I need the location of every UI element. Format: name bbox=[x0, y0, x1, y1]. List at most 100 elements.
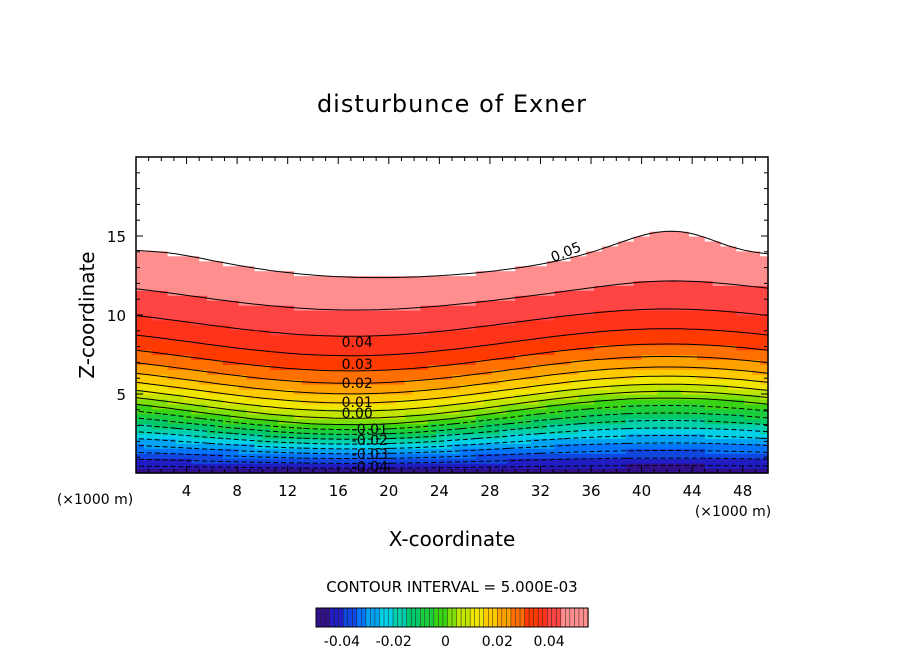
field-cell bbox=[136, 176, 145, 183]
field-cell bbox=[207, 201, 216, 207]
field-cell bbox=[159, 354, 169, 361]
field-cell bbox=[531, 394, 540, 400]
field-cell bbox=[317, 389, 327, 395]
field-cell bbox=[396, 369, 406, 375]
field-cell bbox=[633, 206, 643, 212]
field-cell bbox=[610, 374, 619, 380]
field-cell bbox=[254, 196, 263, 203]
field-cell bbox=[689, 433, 698, 440]
field-cell bbox=[475, 394, 485, 400]
field-cell bbox=[704, 265, 714, 272]
field-cell bbox=[452, 423, 461, 430]
field-cell bbox=[610, 384, 619, 390]
field-cell bbox=[475, 186, 485, 193]
field-cell bbox=[610, 245, 619, 252]
field-cell bbox=[404, 206, 414, 212]
field-cell bbox=[554, 201, 564, 207]
field-cell bbox=[689, 423, 698, 430]
field-cell bbox=[341, 379, 350, 385]
field-cell bbox=[499, 231, 508, 237]
field-cell bbox=[199, 157, 208, 163]
field-cell bbox=[483, 166, 493, 173]
field-cell bbox=[286, 250, 295, 257]
field-cell bbox=[388, 458, 398, 464]
field-cell bbox=[159, 300, 169, 306]
field-cell bbox=[278, 191, 287, 198]
field-cell bbox=[625, 206, 635, 212]
field-cell bbox=[238, 468, 248, 474]
field-cell bbox=[562, 443, 572, 449]
field-cell bbox=[452, 176, 461, 183]
field-cell bbox=[215, 354, 224, 361]
field-cell bbox=[610, 275, 619, 282]
field-cell bbox=[151, 310, 161, 316]
field-cell bbox=[278, 334, 287, 341]
field-cell bbox=[436, 369, 445, 375]
field-cell bbox=[610, 290, 619, 296]
field-cell bbox=[570, 265, 579, 272]
field-cell bbox=[689, 226, 698, 232]
field-cell bbox=[452, 161, 461, 168]
field-cell bbox=[349, 324, 358, 331]
field-cell bbox=[151, 216, 161, 222]
field-cell bbox=[673, 438, 682, 444]
field-cell bbox=[467, 280, 477, 286]
field-cell bbox=[452, 181, 461, 188]
field-cell bbox=[230, 265, 240, 272]
field-cell bbox=[467, 334, 477, 341]
field-cell bbox=[515, 329, 524, 336]
field-cell bbox=[523, 359, 532, 365]
field-cell bbox=[546, 176, 556, 183]
field-cell bbox=[459, 265, 469, 272]
field-cell bbox=[357, 315, 366, 321]
field-cell bbox=[238, 295, 248, 301]
field-cell bbox=[523, 374, 532, 380]
field-cell bbox=[333, 206, 342, 212]
field-cell bbox=[531, 280, 540, 286]
field-cell bbox=[238, 310, 248, 316]
field-cell bbox=[254, 166, 263, 173]
field-cell bbox=[183, 270, 192, 277]
field-cell bbox=[309, 191, 319, 198]
field-cell bbox=[428, 315, 437, 321]
field-cell bbox=[625, 349, 635, 356]
field-cell bbox=[333, 359, 342, 365]
field-cell bbox=[633, 359, 643, 365]
field-cell bbox=[696, 166, 706, 173]
field-cell bbox=[491, 245, 500, 252]
field-cell bbox=[380, 211, 390, 217]
field-cell bbox=[538, 280, 548, 286]
field-cell bbox=[349, 275, 358, 282]
field-cell bbox=[586, 428, 595, 435]
field-cell bbox=[286, 438, 295, 444]
field-cell bbox=[554, 448, 564, 454]
field-cell bbox=[365, 236, 374, 242]
field-cell bbox=[475, 384, 485, 390]
field-cell bbox=[396, 438, 406, 444]
field-cell bbox=[515, 315, 524, 321]
field-cell bbox=[349, 394, 358, 400]
field-cell bbox=[301, 408, 311, 415]
field-cell bbox=[444, 438, 453, 444]
field-cell bbox=[136, 384, 145, 390]
field-cell bbox=[531, 191, 540, 198]
field-cell bbox=[317, 250, 327, 257]
field-cell bbox=[452, 191, 461, 198]
field-cell bbox=[641, 428, 651, 435]
field-cell bbox=[586, 374, 595, 380]
field-cell bbox=[215, 448, 224, 454]
field-cell bbox=[183, 364, 192, 370]
field-cell bbox=[657, 398, 666, 405]
field-cell bbox=[744, 240, 753, 247]
field-cell bbox=[712, 201, 722, 207]
field-cell bbox=[720, 226, 730, 232]
field-cell bbox=[167, 236, 177, 242]
field-cell bbox=[483, 319, 493, 326]
field-cell bbox=[475, 369, 485, 375]
field-cell bbox=[151, 226, 161, 232]
field-cell bbox=[475, 443, 485, 449]
field-cell bbox=[515, 231, 524, 237]
field-cell bbox=[681, 408, 690, 415]
field-cell bbox=[278, 295, 287, 301]
field-cell bbox=[286, 448, 295, 454]
